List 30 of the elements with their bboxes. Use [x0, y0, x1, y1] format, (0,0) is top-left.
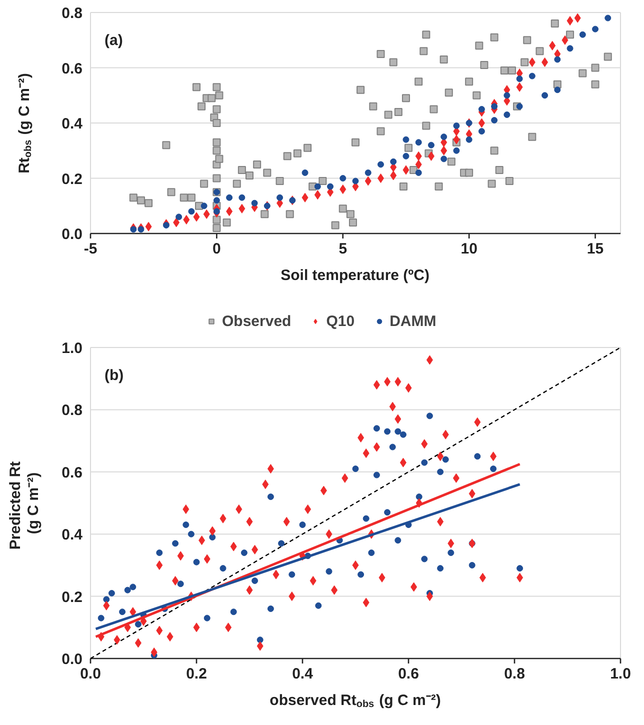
y-axis-title: Rtobs (g C m⁻²) [16, 73, 34, 174]
y-tick-label: 0.4 [62, 526, 84, 544]
x-tick-label: 0.4 [292, 666, 314, 682]
y-tick-label: 0.8 [62, 5, 83, 22]
y-tick-label: 0.6 [62, 60, 83, 78]
x-tick-label: 5 [338, 240, 348, 258]
x-tick-label: 0.0 [80, 666, 101, 682]
x-axis-title: Soil temperature (ºC) [280, 267, 430, 284]
x-tick-label: 10 [460, 240, 478, 258]
y-tick-label: 0.8 [62, 402, 83, 420]
x-tick-label: 0.6 [398, 666, 419, 682]
annotation: (a) [104, 32, 123, 49]
y-tick-label: 0.2 [62, 170, 83, 188]
legend-label: Observed [222, 312, 292, 330]
legend-label: DAMM [390, 312, 436, 330]
y-tick-label: 0.0 [62, 651, 83, 668]
x-tick-label: 1.0 [610, 666, 631, 682]
x-tick-label: 0.2 [186, 666, 207, 682]
y-tick-label: 1.0 [62, 340, 83, 357]
x-tick-label: -5 [84, 240, 98, 258]
x-tick-label: 15 [586, 240, 604, 258]
y-tick-label: 0.2 [62, 588, 83, 606]
y-axis-title: Predicted Rt (g C m⁻²) [7, 461, 42, 550]
x-tick-label: 0 [212, 240, 221, 258]
y-tick-label: 0.0 [62, 226, 83, 243]
y-tick-label: 0.4 [62, 116, 84, 132]
legend-label: Q10 [326, 312, 355, 330]
x-tick-label: 0.8 [504, 666, 525, 682]
y-tick-label: 0.6 [62, 464, 83, 482]
annotation: (b) [104, 367, 124, 384]
